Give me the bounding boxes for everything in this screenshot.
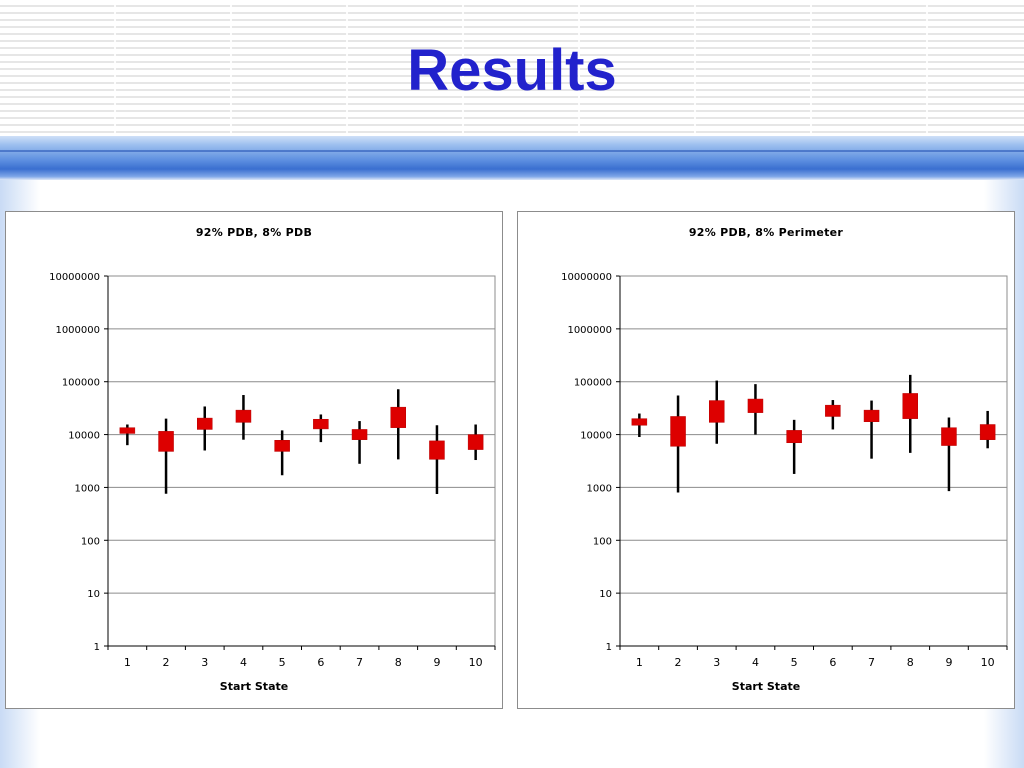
candle-box — [197, 417, 213, 430]
y-tick-label: 1000 — [587, 483, 612, 494]
y-tick-label: 100000 — [574, 378, 612, 389]
candle-box — [390, 406, 406, 428]
slide-header-grid-pattern — [0, 0, 1024, 136]
x-tick-label: 6 — [829, 656, 836, 669]
x-tick-label: 8 — [395, 656, 402, 669]
candle-box — [979, 424, 996, 440]
chart-pdb-pdb: 1 10 100 1000 10000 100000 1000000 10000000 1 2 3 4… — [5, 211, 503, 709]
candle-box — [158, 431, 174, 452]
candle-box — [941, 427, 957, 446]
candle-box — [863, 409, 880, 422]
x-tick-label: 4 — [752, 656, 759, 669]
candle-box — [670, 416, 686, 447]
x-tick-label: 8 — [907, 656, 914, 669]
y-tick-label: 1000000 — [55, 325, 100, 336]
y-tick-label: 10000 — [68, 431, 100, 442]
y-tick-label: 10000000 — [561, 272, 612, 283]
slide-title-band-line — [0, 150, 1024, 152]
candle-box — [631, 418, 648, 426]
candle-box — [467, 434, 484, 450]
y-tick-label: 10 — [87, 589, 100, 600]
slide-title: Results — [407, 38, 617, 103]
x-tick-label: 7 — [868, 656, 875, 669]
x-tick-label: 3 — [713, 656, 720, 669]
candle-box — [825, 404, 841, 417]
x-tick-label: 3 — [201, 656, 208, 669]
chart-title: 92% PDB, 8% PDB — [195, 226, 313, 239]
x-tick-label: 7 — [356, 656, 363, 669]
x-tick-label: 5 — [279, 656, 286, 669]
y-tick-label: 100 — [593, 536, 612, 547]
y-tick-label: 1000 — [75, 483, 100, 494]
chart-title: 92% PDB, 8% Perimeter — [688, 226, 844, 239]
y-tick-label: 1 — [606, 642, 612, 653]
x-tick-label: 1 — [636, 656, 643, 669]
candle-box — [786, 430, 802, 444]
x-tick-label: 10 — [981, 656, 995, 669]
y-tick-label: 1000000 — [567, 325, 612, 336]
chart-x-axis-label: Start State — [731, 680, 801, 693]
chart-plot-svg: 1 10 100 1000 10000 100000 1000000 10000000 1 2 3 4… — [561, 272, 1008, 669]
candle-box — [902, 393, 918, 419]
x-tick-label: 5 — [791, 656, 798, 669]
candle-box — [274, 440, 290, 452]
y-tick-label: 100000 — [62, 378, 100, 389]
candle-box — [709, 400, 725, 423]
x-tick-label: 9 — [433, 656, 440, 669]
candle-box — [119, 427, 136, 434]
x-tick-label: 2 — [675, 656, 682, 669]
chart-plot-svg: 1 10 100 1000 10000 100000 1000000 10000000 1 2 3 4… — [49, 272, 496, 669]
candle-box — [351, 429, 368, 440]
candle-box — [747, 398, 764, 413]
slide-title-band — [0, 136, 1024, 180]
x-tick-label: 2 — [163, 656, 170, 669]
x-tick-label: 6 — [317, 656, 324, 669]
chart-pdb-perimeter: 1 10 100 1000 10000 100000 1000000 10000000 1 2 3 4… — [517, 211, 1015, 709]
candle-box — [313, 418, 329, 430]
x-tick-label: 10 — [469, 656, 483, 669]
candle-box — [429, 440, 445, 460]
x-tick-label: 9 — [945, 656, 952, 669]
y-tick-label: 10000 — [580, 431, 612, 442]
chart-x-axis-label: Start State — [219, 680, 289, 693]
y-tick-label: 1 — [94, 642, 100, 653]
x-tick-label: 4 — [240, 656, 247, 669]
x-tick-label: 1 — [124, 656, 131, 669]
candle-box — [235, 409, 252, 423]
y-tick-label: 100 — [81, 536, 100, 547]
y-tick-label: 10000000 — [49, 272, 100, 283]
y-tick-label: 10 — [599, 589, 612, 600]
